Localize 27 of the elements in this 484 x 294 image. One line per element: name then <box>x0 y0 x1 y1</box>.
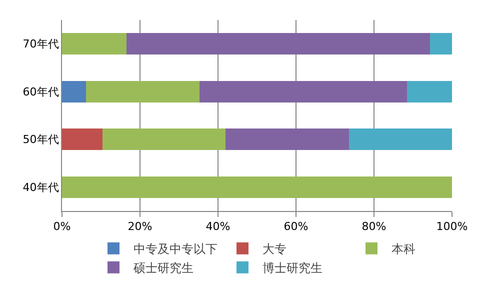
bar <box>199 80 407 102</box>
legend-label: 本科 <box>392 242 416 256</box>
bar <box>62 80 86 102</box>
bar <box>430 33 452 55</box>
bar <box>86 80 200 102</box>
bar <box>62 176 452 198</box>
x-tick-label: 100% <box>436 220 468 234</box>
x-tick-label: 0% <box>53 220 71 234</box>
x-tick-label: 40% <box>206 220 230 234</box>
y-tick-label: 70年代 <box>22 38 59 51</box>
x-tick-label: 60% <box>284 220 308 234</box>
x-tick-label: 20% <box>128 220 152 234</box>
bar <box>126 33 430 55</box>
bar <box>406 80 452 102</box>
y-tick-label: 50年代 <box>22 133 59 146</box>
x-tick-label: 80% <box>362 220 386 234</box>
bar <box>102 128 226 150</box>
y-tick-label: 40年代 <box>22 180 59 194</box>
bar <box>349 128 452 150</box>
bar <box>225 128 350 150</box>
legend-label: 硕士研究生 <box>132 261 194 276</box>
legend-label: 中专及中专以下 <box>134 242 218 256</box>
bar <box>62 128 103 150</box>
y-tick-label: 60年代 <box>22 85 59 98</box>
bar <box>62 33 126 55</box>
legend-label: 博士研究生 <box>262 261 322 276</box>
legend-label: 大专 <box>262 242 286 256</box>
